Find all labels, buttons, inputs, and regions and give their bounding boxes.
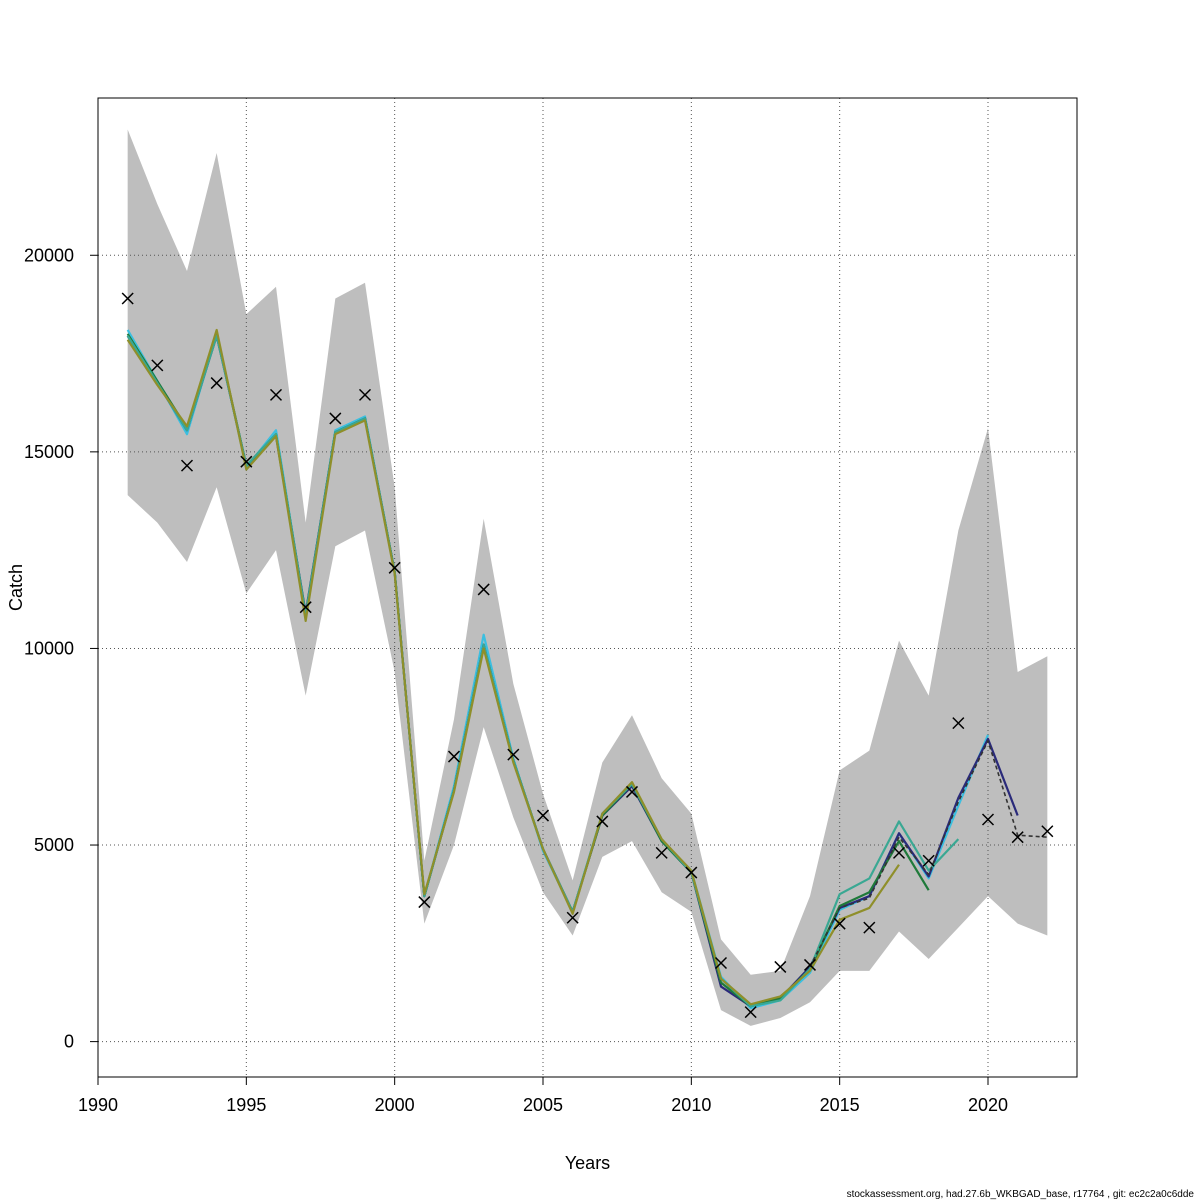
observation-marker <box>240 455 253 468</box>
x-tick-label: 2010 <box>671 1095 711 1115</box>
observation-marker <box>774 960 787 973</box>
observation-marker <box>685 866 698 879</box>
observation-marker <box>447 750 461 763</box>
x-tick-label: 1995 <box>226 1095 266 1115</box>
x-axis-label: Years <box>565 1153 610 1173</box>
observation-marker <box>477 583 490 596</box>
x-tick-label: 1990 <box>78 1095 118 1115</box>
observation-marker <box>536 809 550 822</box>
observation-marker <box>1011 831 1024 844</box>
observation-marker <box>507 748 520 761</box>
observation-marker <box>566 911 579 924</box>
series-line-5 <box>126 328 900 1006</box>
observation-marker <box>655 846 668 859</box>
observation-marker <box>358 388 372 401</box>
y-tick-label: 15000 <box>24 442 74 462</box>
x-tick-label: 2000 <box>375 1095 415 1115</box>
observation-marker <box>596 815 609 828</box>
x-tick-label: 2020 <box>968 1095 1008 1115</box>
y-tick-label: 0 <box>64 1032 74 1052</box>
y-tick-label: 20000 <box>24 245 74 265</box>
axes-layer: 1990 1995 2000 2005 2010 2015 2020 0 5000 10000 15… <box>24 245 1008 1115</box>
observation-marker <box>625 785 639 798</box>
observation-marker <box>744 1006 757 1019</box>
series-layer <box>126 328 1048 1010</box>
y-tick-label: 10000 <box>24 638 74 658</box>
observation-marker <box>892 846 906 859</box>
observation-marker <box>121 292 134 305</box>
observation-marker <box>803 958 817 971</box>
observation-marker <box>269 388 283 401</box>
observations-layer <box>121 292 1054 1019</box>
observation-marker <box>981 813 995 826</box>
observation-marker <box>299 601 312 614</box>
observation-marker <box>418 896 431 909</box>
observation-marker <box>180 459 194 472</box>
confidence-band <box>127 129 1048 1026</box>
x-tick-label: 2015 <box>820 1095 860 1115</box>
observation-marker <box>833 917 846 930</box>
observation-marker <box>952 717 965 730</box>
footer-credit: stockassessment.org, had.27.6b_WKBGAD_ba… <box>847 1189 1195 1200</box>
confidence-band-layer <box>127 129 1048 1026</box>
observation-marker <box>388 561 401 574</box>
y-tick-label: 5000 <box>34 835 74 855</box>
observation-marker <box>151 359 164 372</box>
observation-marker <box>922 854 935 867</box>
y-axis-label: Catch <box>6 564 26 611</box>
observation-marker <box>210 377 223 390</box>
series-line-6 <box>809 740 1048 968</box>
observation-marker <box>714 956 728 970</box>
observation-marker <box>329 412 342 425</box>
x-tick-label: 2005 <box>523 1095 563 1115</box>
observation-marker <box>863 921 876 934</box>
observation-marker <box>1041 825 1054 838</box>
